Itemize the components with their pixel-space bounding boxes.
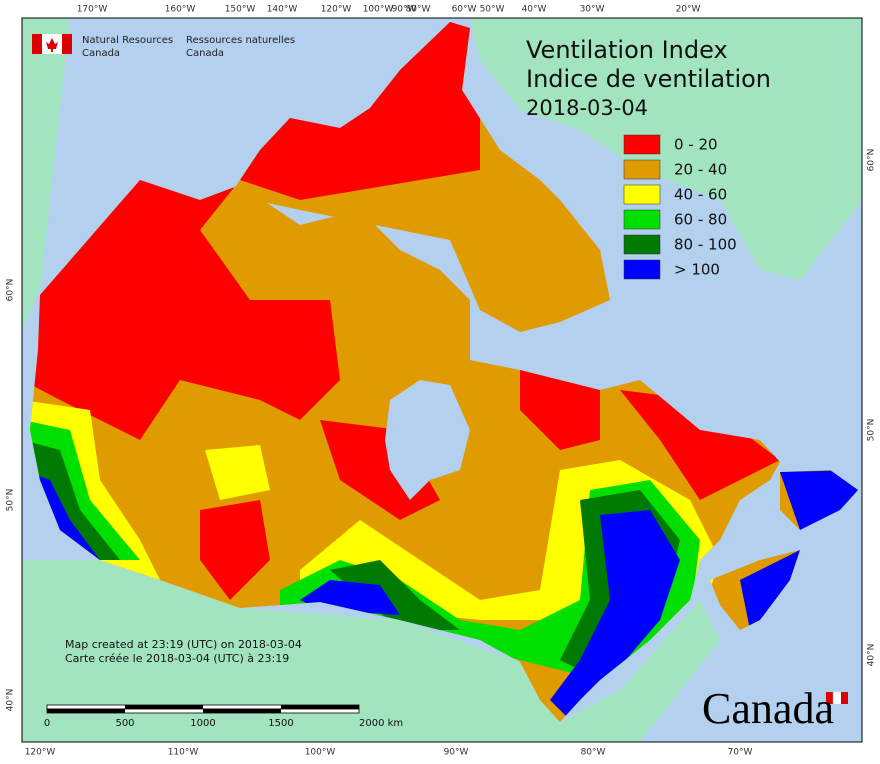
agency-name: Natural Resources [82, 35, 173, 46]
map-body [22, 18, 862, 742]
united-states [22, 560, 720, 742]
longitude-label: 50°W [480, 5, 505, 15]
legend-swatch [623, 234, 661, 255]
scale-segment [47, 709, 125, 713]
logo [32, 34, 72, 54]
longitude-label: 20°W [676, 5, 701, 15]
flag-bar [62, 34, 72, 54]
flag-bar [32, 34, 42, 54]
longitude-label: 90°W [392, 5, 417, 15]
creation-note: Carte créée le 2018-03-04 (UTC) à 23:19 [65, 652, 289, 665]
zone-over-100 [30, 470, 858, 720]
longitude-label: 30°W [580, 5, 605, 15]
agency-name: Ressources naturelles [186, 35, 295, 46]
flag-bar [826, 692, 833, 704]
longitude-label: 60°W [452, 5, 477, 15]
greenland [470, 18, 862, 280]
latitude-label: 50°N [867, 419, 877, 442]
longitude-label: 160°W [165, 5, 196, 15]
longitude-label: 80°W [406, 5, 431, 15]
latitude-label: 50°N [6, 489, 16, 512]
flag-bar [841, 692, 848, 704]
longitude-label: 140°W [267, 5, 298, 15]
map-title: Indice de ventilation [526, 65, 771, 93]
longitude-label: 70°W [728, 748, 753, 758]
flag-field [832, 691, 842, 705]
longitude-label: 80°W [581, 748, 606, 758]
longitude-label: 90°W [444, 748, 469, 758]
wordmark: Canada [702, 684, 834, 733]
latitude-label: 40°N [6, 689, 16, 712]
longitude-label: 120°W [321, 5, 352, 15]
legend-label: 60 - 80 [674, 211, 727, 229]
legend-label: 20 - 40 [674, 161, 727, 179]
agency-name: Canada [186, 48, 224, 59]
legend-label: > 100 [674, 261, 720, 279]
longitude-label: 40°W [522, 5, 547, 15]
latitude-label: 60°N [6, 279, 16, 302]
legend-label: 40 - 60 [674, 186, 727, 204]
legend-swatch [623, 134, 661, 155]
legend-swatch [623, 259, 661, 280]
latitude-label: 40°N [867, 644, 877, 667]
legend-swatch [623, 159, 661, 180]
scale-label: 1500 [268, 718, 293, 729]
hudson-bay [385, 380, 470, 500]
map-date: 2018-03-04 [526, 96, 648, 120]
scale-bar [46, 704, 360, 714]
longitude-label: 150°W [225, 5, 256, 15]
longitude-label: 110°W [168, 748, 199, 758]
legend-label: 0 - 20 [674, 136, 718, 154]
scale-label: 1000 [190, 718, 215, 729]
zone-60-80 [30, 420, 700, 680]
legend-label: 80 - 100 [674, 236, 737, 254]
scale-segment [203, 709, 281, 713]
scale-label: 500 [115, 718, 134, 729]
scale-segment [281, 705, 359, 709]
scale-segment [125, 705, 203, 709]
agency-name: Canada [82, 48, 120, 59]
wordmark-group [826, 691, 848, 705]
latitude-label: 60°N [867, 149, 877, 172]
map-title: Ventilation Index [526, 36, 728, 64]
zone-40-60 [30, 400, 720, 640]
frame [21, 17, 863, 743]
longitude-label: 100°W [305, 748, 336, 758]
alaska [22, 18, 70, 330]
scale-label: 2000 km [359, 718, 403, 729]
legend-swatch [623, 209, 661, 230]
legend-swatch [623, 184, 661, 205]
maple-leaf [46, 38, 58, 52]
longitude-label: 100°W [363, 5, 394, 15]
longitude-label: 120°W [25, 748, 56, 758]
longitude-label: 170°W [77, 5, 108, 15]
creation-note: Map created at 23:19 (UTC) on 2018-03-04 [65, 638, 302, 651]
scale-label: 0 [44, 718, 50, 729]
